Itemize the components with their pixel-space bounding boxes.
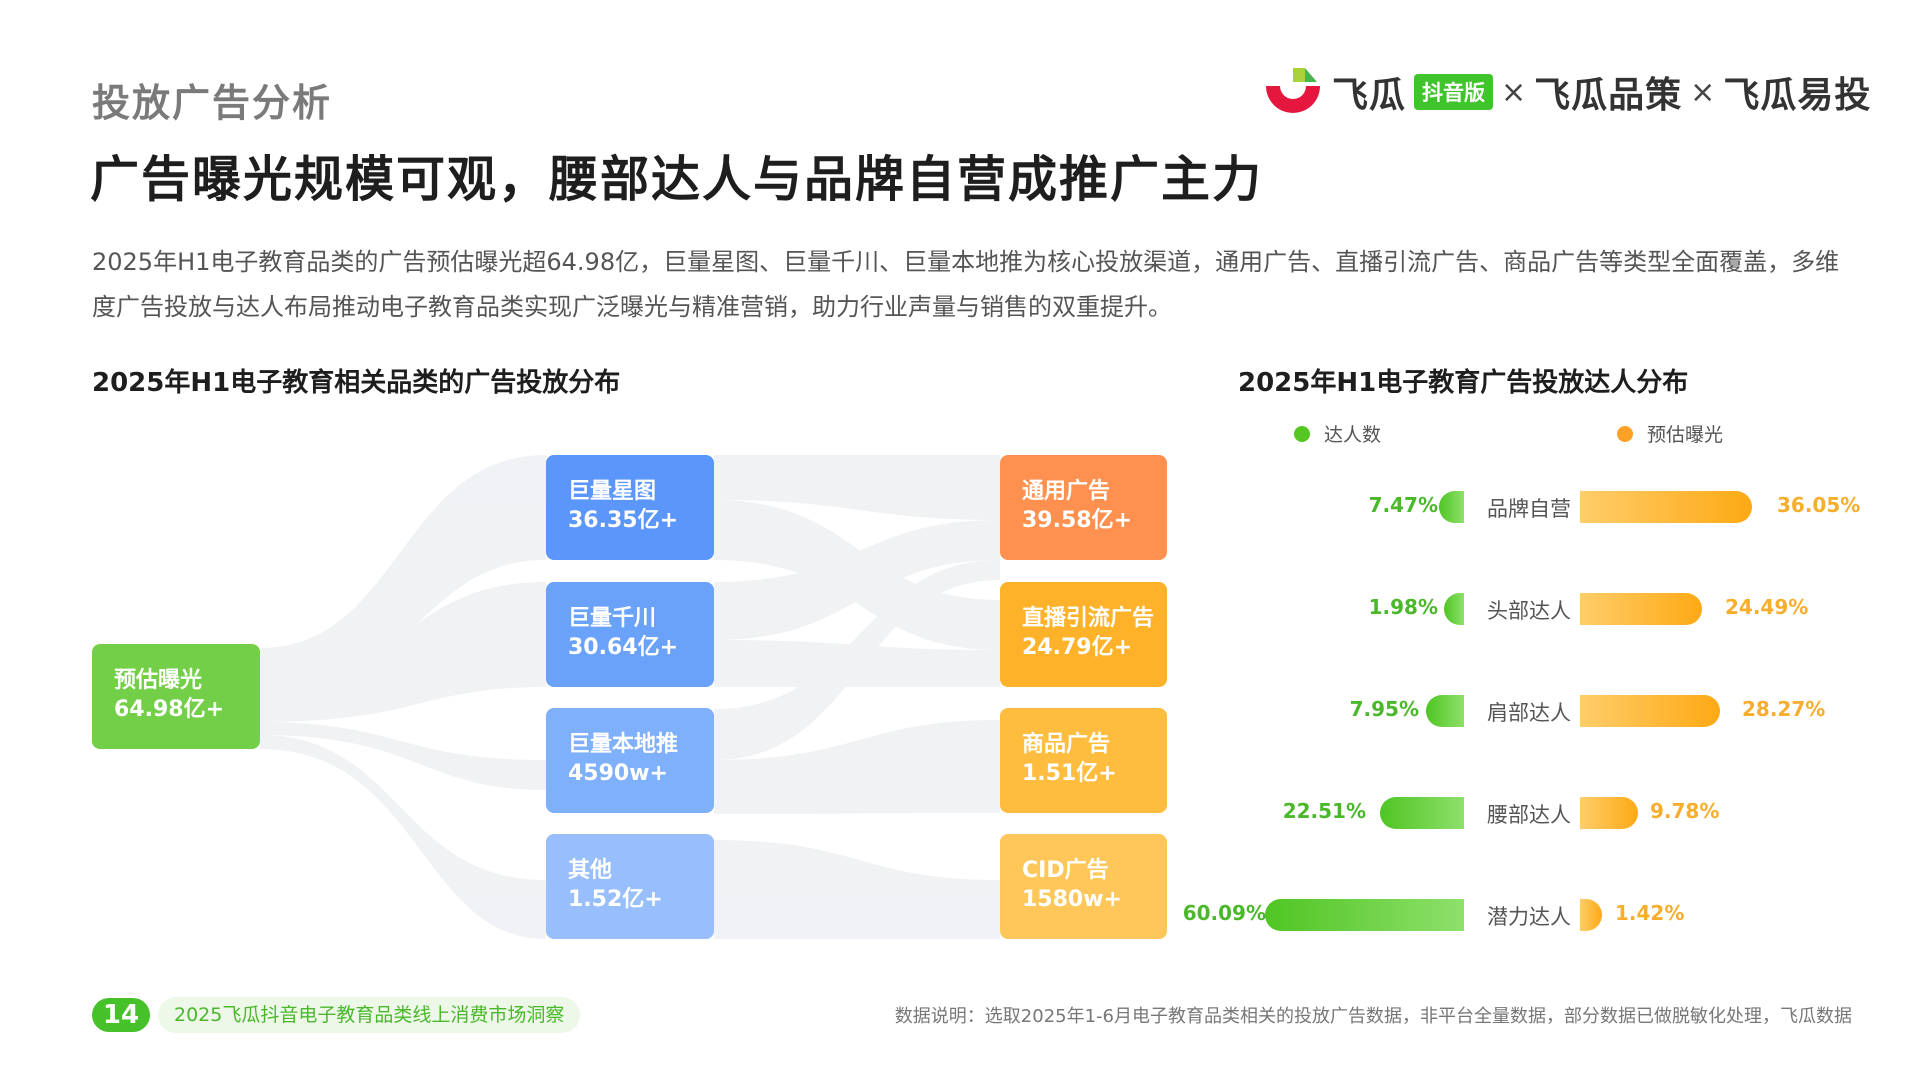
creator-share-value: 7.47%: [1368, 493, 1438, 517]
sankey-node-bendi: 巨量本地推 4590w+: [546, 708, 714, 813]
category-label: 肩部达人: [1487, 701, 1571, 725]
sankey-node-other: 其他 1.52亿+: [546, 834, 714, 939]
node-label: 直播引流广告: [1022, 606, 1155, 631]
bar-row-potential: 60.09% 潜力达人 1.42%: [1180, 899, 1880, 931]
times-separator: ×: [1690, 74, 1716, 110]
feigua-logo-icon: [1266, 68, 1320, 113]
report-title-pill: 2025飞瓜抖音电子教育品类线上消费市场洞察: [158, 997, 581, 1033]
page-title: 广告曝光规模可观，腰部达人与品牌自营成推广主力: [90, 151, 1264, 208]
node-value: 24.79亿+: [1022, 635, 1133, 660]
node-label: CID广告: [1022, 858, 1109, 883]
sankey-node-source: 预估曝光 64.98亿+: [92, 644, 260, 749]
category-label: 腰部达人: [1487, 803, 1571, 827]
brand-pince: 飞瓜品策: [1534, 75, 1683, 116]
creator-share-bar: [1439, 491, 1464, 523]
section-label: 投放广告分析: [92, 81, 333, 125]
node-label: 预估曝光: [114, 668, 203, 693]
brand-logo: 飞瓜 抖音版 × 飞瓜品策 × 飞瓜易投: [1262, 64, 1871, 120]
node-label: 巨量千川: [568, 606, 657, 631]
data-source-note: 数据说明：选取2025年1-6月电子教育品类相关的投放广告数据，非平台全量数据，…: [894, 1006, 1852, 1027]
node-label: 商品广告: [1022, 732, 1111, 757]
legend-dot-icon: [1617, 425, 1633, 442]
creator-share-bar: [1265, 899, 1464, 931]
creator-share-value: 60.09%: [1182, 901, 1266, 925]
bar-row-shoulder: 7.95% 肩部达人 28.27%: [1180, 695, 1880, 727]
category-label: 头部达人: [1487, 599, 1571, 623]
exposure-share-value: 24.49%: [1725, 595, 1809, 619]
exposure-share-value: 28.27%: [1742, 697, 1826, 721]
exposure-share-bar: [1580, 797, 1638, 829]
brand-feigua: 飞瓜: [1332, 75, 1407, 116]
creator-share-value: 22.51%: [1282, 799, 1366, 823]
category-label: 潜力达人: [1487, 905, 1571, 929]
sankey-node-product-ad: 商品广告 1.51亿+: [1000, 708, 1167, 813]
node-value: 1580w+: [1022, 887, 1122, 912]
node-value: 1.51亿+: [1022, 761, 1117, 786]
node-label: 其他: [568, 858, 613, 883]
exposure-share-value: 1.42%: [1615, 901, 1685, 925]
node-value: 64.98亿+: [114, 697, 225, 722]
influencer-chart-title: 2025年H1电子教育广告投放达人分布: [1238, 368, 1689, 398]
exposure-share-bar: [1580, 899, 1602, 931]
intro-paragraph: 2025年H1电子教育品类的广告预估曝光超64.98亿，巨量星图、巨量千川、巨量…: [92, 248, 1840, 321]
sankey-node-live-ad: 直播引流广告 24.79亿+: [1000, 582, 1167, 687]
legend-label: 预估曝光: [1647, 424, 1724, 446]
legend-item-creators: 达人数: [1294, 420, 1381, 447]
node-label: 巨量星图: [568, 479, 657, 504]
legend-item-exposure: 预估曝光: [1617, 420, 1723, 447]
legend-label: 达人数: [1324, 424, 1382, 446]
page-number-badge: 14: [92, 998, 150, 1032]
node-value: 36.35亿+: [568, 508, 679, 533]
category-label: 品牌自营: [1487, 497, 1571, 521]
bar-row-brand: 7.47% 品牌自营 36.05%: [1180, 491, 1880, 523]
sankey-node-general-ad: 通用广告 39.58亿+: [1000, 455, 1167, 560]
node-value: 30.64亿+: [568, 635, 679, 660]
creator-share-bar: [1426, 695, 1464, 727]
exposure-share-bar: [1580, 491, 1752, 523]
douyin-badge: 抖音版: [1414, 74, 1494, 110]
bar-row-waist: 22.51% 腰部达人 9.78%: [1180, 797, 1880, 829]
sankey-node-cid-ad: CID广告 1580w+: [1000, 834, 1167, 939]
brand-yitou: 飞瓜易投: [1723, 75, 1872, 116]
exposure-share-value: 9.78%: [1650, 799, 1720, 823]
node-label: 通用广告: [1022, 479, 1111, 504]
exposure-share-bar: [1580, 695, 1720, 727]
node-label: 巨量本地推: [568, 732, 679, 757]
legend-dot-icon: [1294, 425, 1310, 442]
exposure-share-bar: [1580, 593, 1702, 625]
creator-share-bar: [1380, 797, 1464, 829]
creator-share-value: 1.98%: [1368, 595, 1438, 619]
creator-share-value: 7.95%: [1349, 697, 1419, 721]
exposure-share-value: 36.05%: [1777, 493, 1861, 517]
sankey-node-xingtu: 巨量星图 36.35亿+: [546, 455, 714, 560]
creator-share-bar: [1444, 593, 1464, 625]
node-value: 1.52亿+: [568, 887, 663, 912]
sankey-node-qianchuan: 巨量千川 30.64亿+: [546, 582, 714, 687]
node-value: 39.58亿+: [1022, 508, 1133, 533]
bar-row-top: 1.98% 头部达人 24.49%: [1180, 593, 1880, 625]
times-separator: ×: [1501, 74, 1527, 110]
node-value: 4590w+: [568, 761, 668, 786]
sankey-chart-title: 2025年H1电子教育相关品类的广告投放分布: [92, 368, 621, 398]
